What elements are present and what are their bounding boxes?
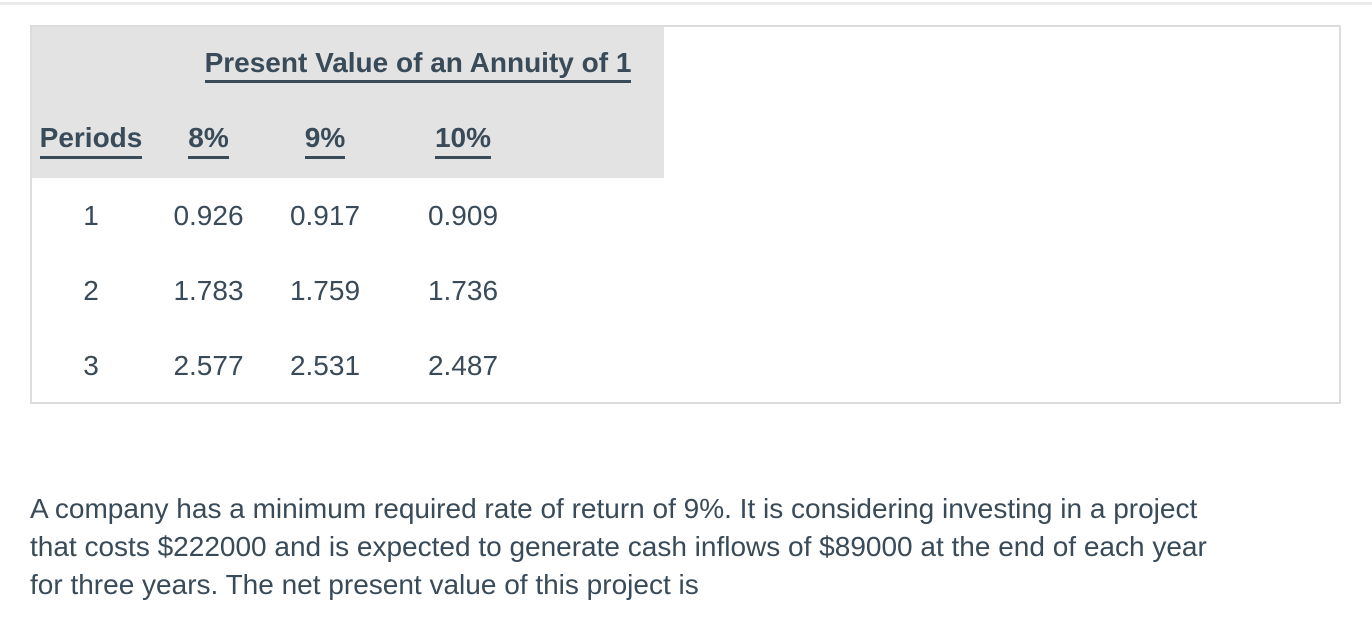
value-cell: 2.531 (289, 349, 361, 381)
annuity-table-card: Present Value of an Annuity of 1 Periods… (30, 25, 1341, 404)
table-header-block: Present Value of an Annuity of 1 Periods… (32, 27, 664, 178)
col-header-periods: Periods (32, 122, 150, 159)
value-cell: 2.487 (427, 349, 499, 381)
table-row: 3 2.577 2.531 2.487 (32, 328, 1339, 402)
table-row: 1 0.926 0.917 0.909 (32, 178, 1339, 253)
value-cell: 0.917 (289, 199, 361, 231)
col-header-9pct: 9% (267, 122, 383, 159)
table-title-text: Present Value of an Annuity of 1 (204, 47, 632, 84)
period-cell: 3 (83, 349, 99, 381)
col-header-10pct: 10% (383, 122, 543, 159)
col-header-8pct: 8% (150, 122, 267, 159)
table-title-row: Present Value of an Annuity of 1 (32, 27, 664, 103)
value-cell: 2.577 (173, 349, 244, 381)
top-divider-rule (0, 2, 1372, 5)
question-text: A company has a minimum required rate of… (30, 490, 1207, 604)
value-cell: 1.736 (427, 274, 499, 306)
question-line: that costs $222000 and is expected to ge… (30, 531, 1207, 562)
value-cell: 1.759 (289, 274, 361, 306)
table-row: 2 1.783 1.759 1.736 (32, 253, 1339, 328)
table-column-headers: Periods 8% 9% 10% (32, 103, 664, 178)
value-cell: 0.926 (173, 199, 244, 231)
period-cell: 1 (83, 199, 99, 231)
question-line: A company has a minimum required rate of… (30, 493, 1198, 524)
period-cell: 2 (83, 274, 99, 306)
value-cell: 1.783 (173, 274, 244, 306)
question-line: for three years. The net present value o… (30, 569, 699, 600)
value-cell: 0.909 (427, 199, 499, 231)
table-title: Present Value of an Annuity of 1 (150, 47, 664, 84)
